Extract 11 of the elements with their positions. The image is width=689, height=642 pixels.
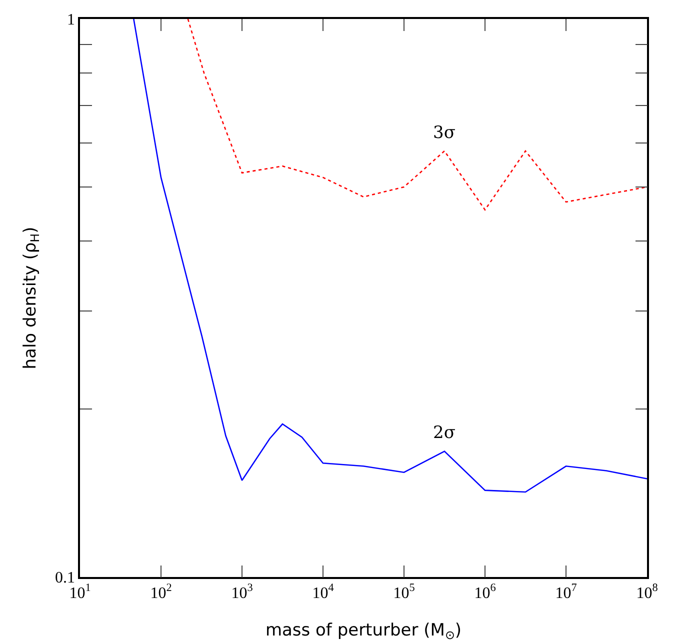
series-label: 2σ bbox=[433, 423, 456, 443]
x-tick-label: 10$^{2}$ bbox=[150, 582, 172, 602]
x-tick-label: 10$^{5}$ bbox=[393, 582, 416, 602]
series-label: 3σ bbox=[433, 123, 456, 143]
x-tick-label: 10$^{4}$ bbox=[312, 582, 334, 602]
x-tick-label: 10$^{6}$ bbox=[474, 582, 496, 602]
x-tick-label: 10$^{7}$ bbox=[555, 582, 578, 602]
x-axis-title: mass of perturber (M$_{⊙}$) bbox=[265, 620, 462, 642]
x-tick-label: 10$^{8}$ bbox=[636, 582, 658, 602]
y-tick-label: 1 bbox=[67, 12, 76, 29]
x-tick-label: 10$^{3}$ bbox=[231, 582, 254, 602]
